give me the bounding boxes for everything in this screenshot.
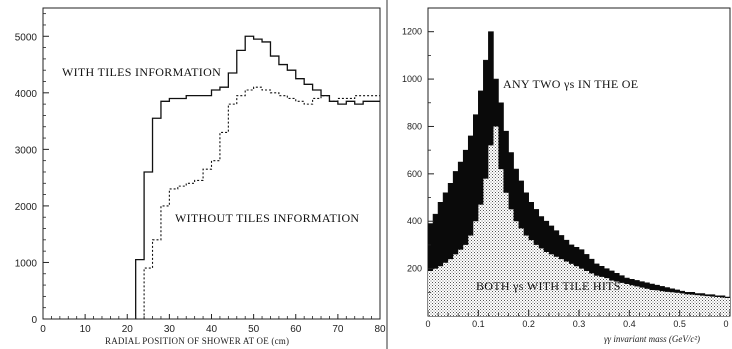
right-annotation-any-two: ANY TWO γs IN THE OE <box>503 77 638 91</box>
left-x-tick-label: 80 <box>374 324 386 335</box>
left-x-tick-label: 10 <box>80 324 92 335</box>
left-x-tick-label: 70 <box>332 324 344 335</box>
right-annotation-both-tile-hits: BOTH γs WITH TILE HITS <box>476 279 621 293</box>
right-x-tick-label: 0.3 <box>573 319 586 329</box>
right-y-tick-label: 800 <box>407 121 422 131</box>
right-x-tick-label: 0.5 <box>673 319 686 329</box>
left-y-tick-label: 0 <box>31 315 37 326</box>
left-x-axis-label: RADIAL POSITION OF SHOWER AT OE (cm) <box>105 336 289 346</box>
right-x-tick-label: 0.4 <box>623 319 636 329</box>
left-x-tick-label: 30 <box>164 324 176 335</box>
left-x-tick-label: 20 <box>122 324 134 335</box>
left-plot-frame <box>42 7 381 320</box>
right-x-axis-label: γγ invariant mass (GeV/c²) <box>604 334 700 344</box>
right-y-tick-label: 600 <box>407 169 422 179</box>
right-y-tick-label: 200 <box>407 264 422 274</box>
left-y-tick-label: 4000 <box>15 89 38 100</box>
right-chart-marks <box>427 31 731 317</box>
left-chart-marks <box>135 35 380 320</box>
left-axes: 0 10 20 30 40 50 60 70 80 0 1000 2000 3000 4000 5000 <box>15 13 386 335</box>
left-y-tick-label: 2000 <box>15 202 38 213</box>
right-x-tick-label: 0 <box>723 319 728 329</box>
left-x-tick-label: 60 <box>290 324 302 335</box>
left-x-tick-label: 40 <box>206 324 218 335</box>
left-chart: 0 10 20 30 40 50 60 70 80 0 1000 2000 3000 4000 5000 W… <box>15 7 386 346</box>
right-chart: 0 0.1 0.2 0.3 0.4 0.5 0 200 400 600 800 1000 1200 AN… <box>402 7 731 344</box>
right-x-tick-label: 0.1 <box>472 319 485 329</box>
right-y-tick-label: 400 <box>407 216 422 226</box>
left-x-tick-label: 0 <box>40 324 46 335</box>
right-axes: 0 0.1 0.2 0.3 0.4 0.5 0 200 400 600 800 1000 1200 <box>402 27 731 329</box>
right-y-tick-label: 1200 <box>402 27 422 37</box>
left-annotation-with-tiles: WITH TILES INFORMATION <box>62 65 221 79</box>
left-series-without-tiles <box>135 86 380 320</box>
right-series-both-tile-hits <box>428 126 730 316</box>
left-x-tick-label: 50 <box>248 324 260 335</box>
left-y-tick-label: 5000 <box>15 32 38 43</box>
right-x-tick-label: 0 <box>425 319 430 329</box>
right-y-tick-label: 1000 <box>402 74 422 84</box>
left-annotation-without-tiles: WITHOUT TILES INFORMATION <box>175 211 359 225</box>
left-y-tick-label: 3000 <box>15 145 38 156</box>
left-y-tick-label: 1000 <box>15 258 38 269</box>
right-x-tick-label: 0.2 <box>522 319 535 329</box>
